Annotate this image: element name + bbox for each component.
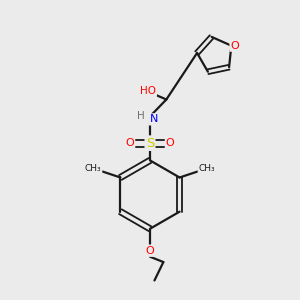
Text: H: H — [137, 111, 145, 122]
Text: CH₃: CH₃ — [199, 164, 215, 173]
Text: CH₃: CH₃ — [85, 164, 101, 173]
Text: N: N — [149, 114, 158, 124]
Text: O: O — [146, 246, 154, 256]
Text: O: O — [125, 138, 134, 148]
Text: O: O — [166, 138, 175, 148]
Text: S: S — [146, 137, 154, 150]
Text: HO: HO — [140, 86, 156, 96]
Text: O: O — [230, 41, 239, 51]
